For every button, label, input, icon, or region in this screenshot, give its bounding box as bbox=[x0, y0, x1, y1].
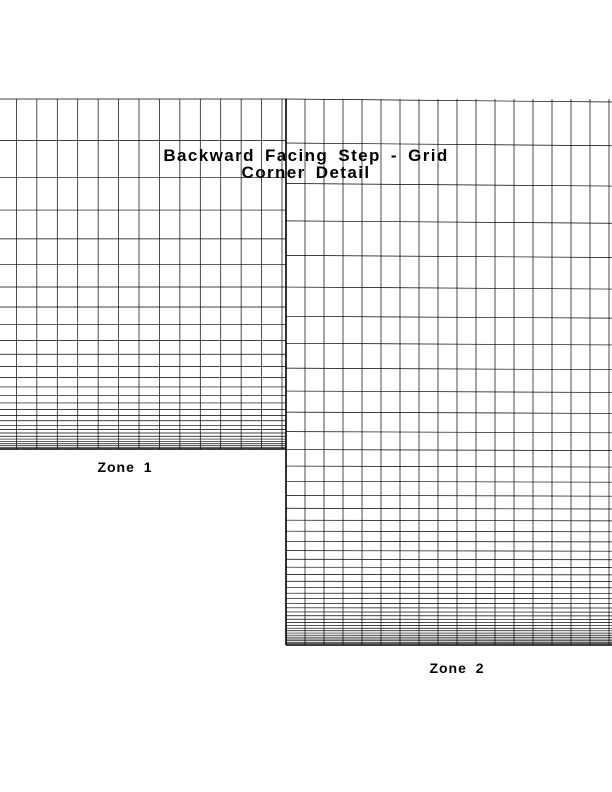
mesh-row-line bbox=[285, 530, 612, 533]
title-line-1: Backward Facing Step - Grid bbox=[163, 146, 448, 165]
zone-2-mesh bbox=[285, 98, 612, 646]
title-line-2: Corner Detail bbox=[242, 163, 371, 182]
mesh-row-line bbox=[285, 550, 612, 552]
mesh-row-line bbox=[285, 183, 612, 187]
mesh-row-line bbox=[285, 431, 612, 434]
mesh-row-line bbox=[285, 286, 612, 290]
zone-1-mesh bbox=[0, 98, 286, 450]
mesh-row-line bbox=[285, 254, 612, 258]
zone-1-label: Zone 1 bbox=[97, 459, 152, 475]
mesh-row-line bbox=[285, 494, 612, 497]
mesh-row-line bbox=[285, 98, 612, 103]
zone-2-label: Zone 2 bbox=[429, 660, 484, 676]
mesh-row-line bbox=[285, 342, 612, 346]
mesh-row-line bbox=[285, 519, 612, 522]
mesh-row-line bbox=[285, 367, 612, 371]
mesh-row-line bbox=[285, 540, 612, 543]
mesh-row-line bbox=[285, 142, 612, 147]
mesh-row-line bbox=[285, 480, 612, 483]
mesh-row-line bbox=[285, 465, 612, 468]
mesh-row-line bbox=[285, 220, 612, 224]
mesh-row-line bbox=[285, 507, 612, 510]
mesh-row-line bbox=[285, 449, 612, 451]
mesh-row-line bbox=[285, 411, 612, 414]
mesh-row-line bbox=[285, 390, 612, 393]
mesh-row-line bbox=[285, 315, 612, 319]
